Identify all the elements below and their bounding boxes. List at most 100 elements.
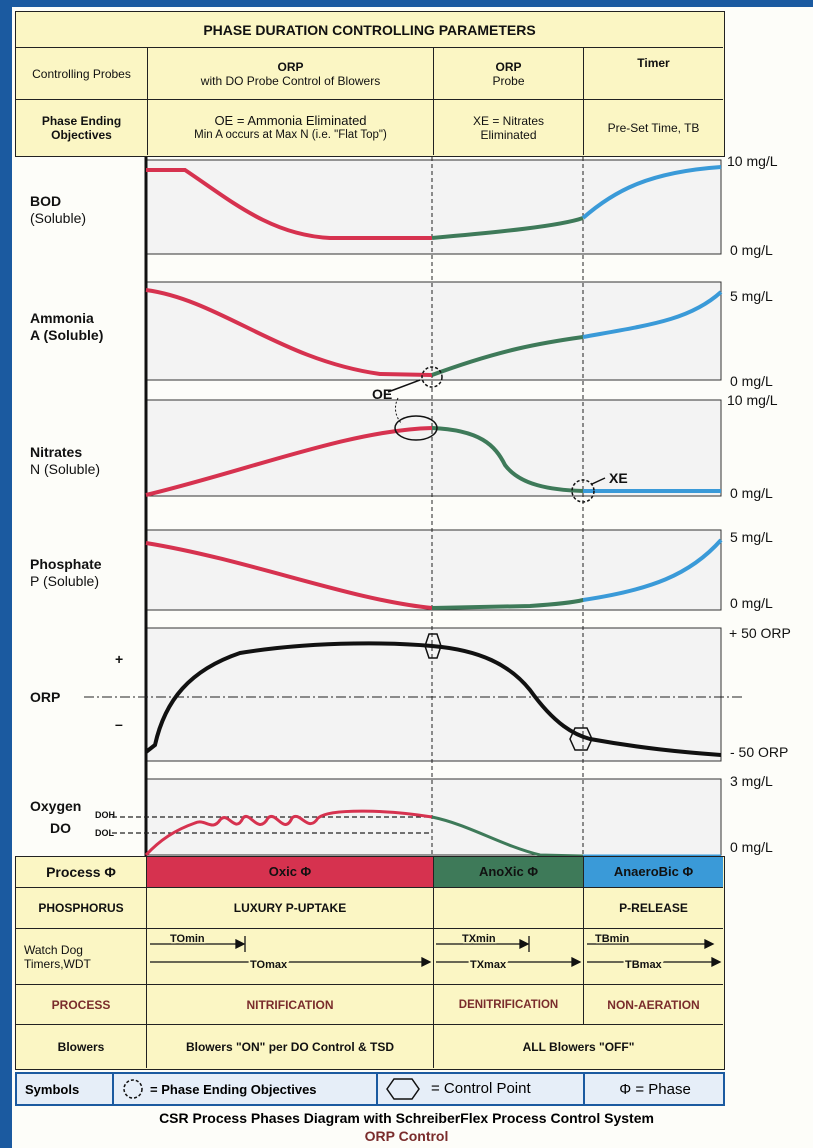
orp-knee-control-point bbox=[569, 727, 593, 751]
bod-curve-oxic bbox=[146, 168, 432, 240]
do-curve-anoxic bbox=[431, 815, 584, 858]
ammonia-sub: A (Soluble) bbox=[30, 327, 104, 343]
oxic-timers bbox=[147, 929, 434, 985]
t-omax-label: TOmax bbox=[250, 959, 288, 971]
t-xmax-arrowhead bbox=[571, 956, 582, 968]
anoxic-phosphorus-empty bbox=[434, 888, 584, 929]
orp-curve bbox=[144, 641, 722, 757]
non-aeration: NON-AERATION bbox=[584, 985, 723, 1025]
phosphate-curve-anaerobic bbox=[582, 538, 723, 602]
t-omin-label: TOmin bbox=[170, 933, 205, 945]
bod-label: BOD (Soluble) bbox=[30, 193, 86, 227]
phosphate-label: Phosphate P (Soluble) bbox=[30, 556, 102, 590]
orp-do-title: ORP bbox=[277, 59, 304, 74]
phosphate-curve-anoxic bbox=[431, 598, 584, 610]
ammonia-max: 5 mg/L bbox=[730, 288, 773, 304]
timer-objective: Pre-Set Time, TB bbox=[584, 100, 723, 155]
timer-header: Timer bbox=[584, 48, 723, 100]
denitrification: DENITRIFICATION bbox=[434, 985, 584, 1025]
ammonia-name: Ammonia bbox=[30, 310, 94, 326]
orp-probe-sub: Probe bbox=[492, 73, 525, 88]
xe-line1: XE = Nitrates bbox=[472, 113, 545, 128]
xe-line2: Eliminated bbox=[480, 127, 537, 142]
header-title: PHASE DURATION CONTROLLING PARAMETERS bbox=[16, 12, 723, 48]
blowers-label: Blowers bbox=[16, 1025, 147, 1068]
process-label: PROCESS bbox=[16, 985, 147, 1025]
t-bmax-arrowhead bbox=[711, 956, 722, 968]
ammonia-curve-anaerobic bbox=[582, 290, 723, 339]
bod-panel bbox=[145, 159, 722, 255]
oe-objective: OE = Ammonia Eliminated Min A occurs at … bbox=[148, 100, 434, 155]
panel-frames bbox=[145, 159, 722, 856]
nitrates-sub: N (Soluble) bbox=[30, 461, 101, 477]
phosphate-min: 0 mg/L bbox=[730, 595, 773, 611]
header-table: PHASE DURATION CONTROLLING PARAMETERS Co… bbox=[15, 11, 725, 157]
symbols-label: Symbols bbox=[25, 1082, 80, 1097]
blowers-on: Blowers "ON" per DO Control & TSD bbox=[147, 1025, 434, 1068]
oe-line2: Min A occurs at Max N (i.e. "Flat Top") bbox=[194, 128, 387, 141]
phosphate-sub: P (Soluble) bbox=[30, 573, 100, 589]
phase-symbol-cell: Φ = Phase bbox=[583, 1074, 725, 1104]
oe-connector bbox=[395, 397, 403, 425]
anoxic-phase: AnoXic Φ bbox=[434, 857, 584, 888]
orp-probe-title: ORP bbox=[495, 59, 522, 74]
control-point-text: = Control Point bbox=[431, 1080, 531, 1097]
orp-probe-header: ORP Probe bbox=[434, 48, 584, 100]
orp-label: ORP bbox=[30, 689, 61, 705]
t-xmin-label: TXmin bbox=[462, 933, 496, 945]
t-bmin-arrowhead bbox=[704, 938, 715, 950]
bod-max: 10 mg/L bbox=[727, 153, 778, 169]
orp-plus-sign: + bbox=[115, 651, 124, 667]
bod-name: BOD bbox=[30, 193, 62, 209]
bod-curve-anaerobic bbox=[581, 165, 722, 220]
orp-minus-sign: – bbox=[115, 716, 123, 732]
ammonia-curve-oxic bbox=[145, 288, 433, 377]
oxygen-min: 0 mg/L bbox=[730, 839, 773, 855]
nitrification: NITRIFICATION bbox=[147, 985, 434, 1025]
nitrates-label: Nitrates N (Soluble) bbox=[30, 444, 100, 478]
nitrates-min: 0 mg/L bbox=[730, 485, 773, 501]
oxygen-label: Oxygen bbox=[30, 798, 82, 814]
hexagon-icon bbox=[386, 1078, 420, 1100]
wdt-label: Watch Dog Timers,WDT bbox=[16, 929, 147, 985]
oe-label: OE bbox=[372, 386, 392, 402]
t-bmin-label: TBmin bbox=[595, 933, 630, 945]
nitrates-name: Nitrates bbox=[30, 444, 83, 460]
orp-do-header: ORP with DO Probe Control of Blowers bbox=[148, 48, 434, 100]
left-frame-bar bbox=[0, 0, 12, 1148]
ammonia-label: Ammonia A (Soluble) bbox=[30, 310, 103, 344]
phosphate-max: 5 mg/L bbox=[730, 529, 773, 545]
watchdog-timer-arrows: TOmin TOmax TXmin TXmax TBmin TBmax bbox=[150, 932, 722, 973]
symbols-legend: Symbols = Phase Ending Objectives = Cont… bbox=[15, 1072, 725, 1106]
dashed-circle-icon bbox=[123, 1079, 143, 1099]
controlling-probes-label: Controlling Probes bbox=[16, 48, 148, 100]
bod-curve-anoxic bbox=[431, 216, 584, 240]
doh-label: DOH bbox=[95, 810, 115, 820]
bod-sub: (Soluble) bbox=[30, 210, 87, 226]
oe-line1: OE = Ammonia Eliminated bbox=[214, 112, 367, 128]
do-curve-oxic bbox=[144, 809, 433, 857]
oe-arrow bbox=[387, 379, 421, 393]
xe-arrow bbox=[591, 477, 606, 485]
orp-do-sub: with DO Probe Control of Blowers bbox=[200, 73, 381, 88]
xe-phase-end-circle bbox=[571, 479, 595, 503]
top-frame-bar bbox=[0, 0, 813, 7]
t-omax-arrowhead bbox=[421, 956, 432, 968]
nitrates-curve-anoxic bbox=[431, 426, 584, 493]
ammonia-min: 0 mg/L bbox=[730, 373, 773, 389]
phase-end-symbol-text: = Phase Ending Objectives bbox=[150, 1082, 317, 1097]
phosphate-panel bbox=[145, 529, 722, 611]
bod-min: 0 mg/L bbox=[730, 242, 773, 258]
caption-line2: ORP Control bbox=[364, 1128, 449, 1144]
phase-ending-label: Phase Ending Objectives bbox=[16, 100, 148, 155]
anoxic-timers bbox=[434, 929, 584, 985]
orp-max: + 50 ORP bbox=[729, 625, 791, 641]
do-label: DO bbox=[50, 820, 71, 836]
p-release: P-RELEASE bbox=[584, 888, 723, 929]
oxic-phase: Oxic Φ bbox=[147, 857, 434, 888]
blowers-off: ALL Blowers "OFF" bbox=[434, 1025, 723, 1068]
oxygen-max: 3 mg/L bbox=[730, 773, 773, 789]
process-curves-chart: OE XE bbox=[84, 157, 745, 862]
orp-peak-control-point bbox=[424, 633, 442, 659]
nitrates-panel bbox=[145, 399, 722, 497]
